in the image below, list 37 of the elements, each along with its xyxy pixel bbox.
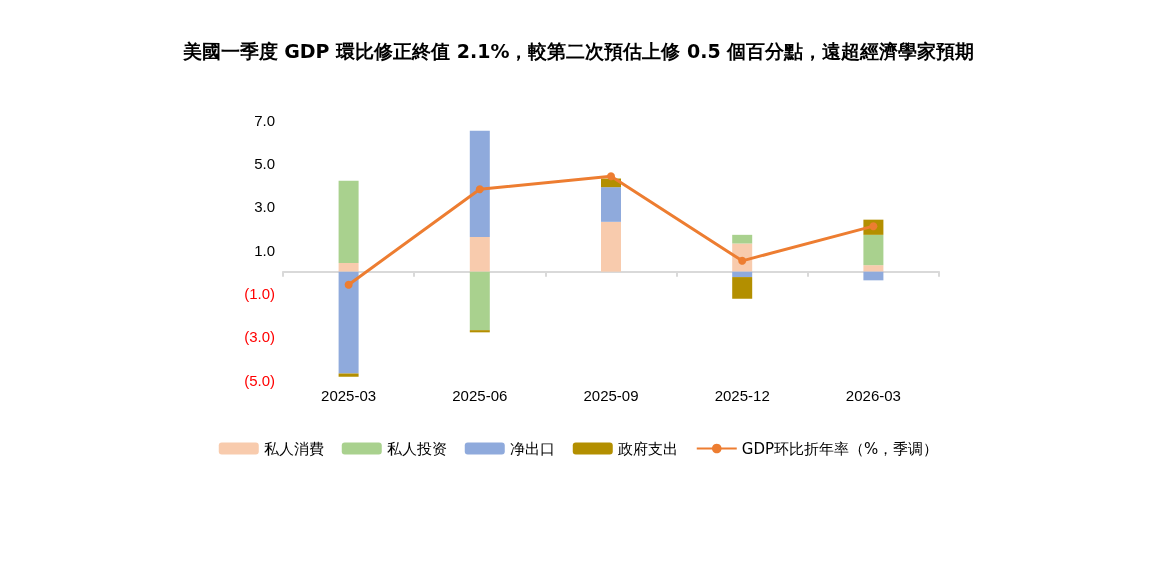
bar (601, 221, 621, 272)
x-tick-label: 2026-03 (845, 387, 901, 404)
bar (469, 330, 490, 333)
x-tick-label: 2025-03 (321, 387, 377, 404)
bar (732, 271, 753, 278)
bar (863, 234, 884, 266)
point (344, 280, 353, 289)
point (475, 185, 484, 194)
x-tick-label: 2025-12 (714, 387, 770, 404)
y-tick-label: 3.0 (254, 198, 275, 216)
legend-label: 私人投资 (386, 439, 447, 458)
y-tick-label: 7.0 (254, 111, 275, 129)
y-tick-label: 1.0 (254, 241, 275, 259)
legend-label: 净出口 (509, 439, 555, 458)
bar (338, 271, 359, 374)
legend-label: GDP环比折年率（%，季调） (741, 439, 939, 458)
legend-label: 政府支出 (617, 439, 678, 458)
bar (338, 373, 359, 377)
legend-label: 私人消費 (263, 439, 324, 458)
chart-title: 美國一季度 GDP 環比修正終值 2.1%，較第二次預估上修 0.5 個百分點，遠超經濟學家預期 (181, 39, 975, 62)
y-tick-label: (3.0) (244, 328, 275, 346)
point (607, 172, 615, 181)
bar (601, 187, 621, 222)
bar (732, 234, 753, 244)
bar (469, 271, 490, 331)
bar (469, 130, 490, 237)
bar (732, 277, 753, 299)
y-tick-label: (5.0) (244, 371, 275, 389)
x-tick-label: 2025-06 (452, 387, 508, 404)
y-tick-label: 5.0 (254, 154, 275, 172)
bar (338, 263, 359, 272)
bar (863, 271, 884, 281)
x-tick-label: 2025-09 (583, 387, 639, 404)
bar (469, 237, 490, 272)
bar (338, 180, 359, 263)
y-tick-label: (1.0) (244, 284, 275, 302)
bar (863, 265, 884, 272)
